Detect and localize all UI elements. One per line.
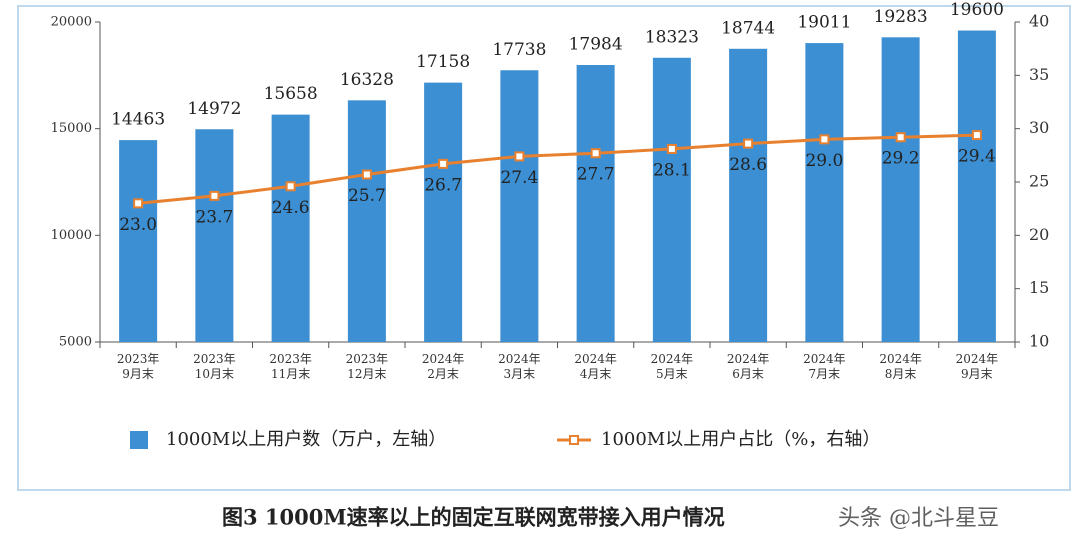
bar-value-label: 16328 — [340, 70, 394, 90]
line-marker — [209, 190, 220, 201]
line-value-label: 27.4 — [500, 168, 538, 188]
x-tick-label: 2023年 9月末 — [116, 352, 160, 381]
line-marker — [514, 151, 525, 162]
x-tick-label: 2023年 11月末 — [269, 352, 312, 381]
line-value-label: 23.0 — [119, 215, 157, 235]
x-tick-label: 2024年 9月末 — [955, 352, 999, 381]
bar — [119, 140, 158, 342]
y-tick-label: 15000 — [51, 121, 92, 136]
line-marker — [819, 134, 830, 145]
line-marker — [590, 148, 601, 159]
legend-label: 1000M以上用户数（万户，左轴） — [166, 429, 446, 450]
y2-tick-label: 25 — [1029, 172, 1049, 191]
x-tick-label: 2024年 8月末 — [879, 352, 922, 381]
line-marker — [285, 181, 296, 192]
bar — [424, 82, 463, 342]
x-tick-label: 2024年 4月末 — [574, 352, 617, 381]
line-value-label: 25.7 — [348, 186, 386, 206]
line-marker — [743, 138, 754, 149]
y2-tick-label: 15 — [1029, 278, 1049, 297]
bar-value-label: 17738 — [492, 40, 546, 60]
line-value-label: 29.2 — [882, 149, 920, 169]
bar-value-label: 15658 — [264, 84, 318, 104]
y2-tick-label: 35 — [1029, 65, 1049, 84]
line-marker — [971, 130, 982, 141]
bar — [805, 43, 844, 343]
line-marker — [895, 132, 906, 143]
y-tick-label: 5000 — [59, 335, 92, 350]
line-value-label: 28.1 — [653, 160, 691, 180]
bar-value-label: 18323 — [645, 27, 699, 47]
line-value-label: 26.7 — [424, 175, 462, 195]
line-value-label: 23.7 — [195, 207, 233, 227]
bar-value-label: 17984 — [569, 35, 623, 55]
y2-tick-label: 10 — [1029, 332, 1049, 351]
bar-value-label: 17158 — [416, 52, 470, 72]
bar-value-label: 19600 — [950, 0, 1004, 20]
y-tick-label: 10000 — [51, 228, 92, 243]
bar-value-label: 14463 — [111, 110, 165, 130]
line — [137, 133, 977, 205]
legend-swatch — [130, 431, 148, 449]
line-marker — [133, 198, 144, 209]
y2-tick-label: 40 — [1029, 12, 1049, 31]
line-marker — [438, 158, 449, 169]
bar — [271, 114, 310, 342]
line-value-label: 28.6 — [729, 155, 767, 175]
bar — [729, 48, 768, 342]
watermark: 头条 @北斗星豆 — [838, 506, 999, 531]
legend-label: 1000M以上用户占比（%，右轴） — [601, 429, 880, 450]
x-tick-label: 2024年 6月末 — [726, 352, 770, 381]
line-value-label: 24.6 — [272, 198, 310, 218]
legend-marker — [569, 435, 579, 445]
x-tick-label: 2023年 10月末 — [193, 352, 236, 381]
x-tick-label: 2024年 3月末 — [498, 352, 541, 381]
caption: 图3 1000M速率以上的固定互联网宽带接入用户情况 — [222, 505, 725, 530]
y2-tick-label: 20 — [1029, 225, 1049, 244]
x-tick-label: 2024年 7月末 — [803, 352, 846, 381]
y2-tick-label: 30 — [1029, 118, 1049, 137]
x-tick-label: 2024年 5月末 — [650, 352, 694, 381]
bar — [957, 30, 996, 343]
bar-value-label: 18744 — [721, 18, 775, 38]
bar — [347, 100, 386, 342]
bar-value-label: 19011 — [797, 13, 851, 33]
bar — [652, 57, 691, 342]
y-tick-label: 20000 — [51, 15, 92, 30]
bar — [881, 37, 920, 343]
line-value-label: 29.0 — [805, 151, 843, 171]
bar — [195, 129, 234, 342]
bar-value-label: 14972 — [187, 99, 241, 119]
bar — [500, 70, 539, 343]
line-marker — [361, 169, 372, 180]
x-tick-label: 2024年 2月末 — [421, 352, 465, 381]
line-marker — [666, 143, 677, 154]
line-value-label: 27.7 — [577, 165, 615, 185]
bar — [576, 65, 615, 343]
line-value-label: 29.4 — [958, 147, 996, 167]
bar-value-label: 19283 — [874, 7, 928, 27]
chart-frame — [17, 5, 1071, 491]
x-tick-label: 2023年 12月末 — [345, 352, 389, 381]
